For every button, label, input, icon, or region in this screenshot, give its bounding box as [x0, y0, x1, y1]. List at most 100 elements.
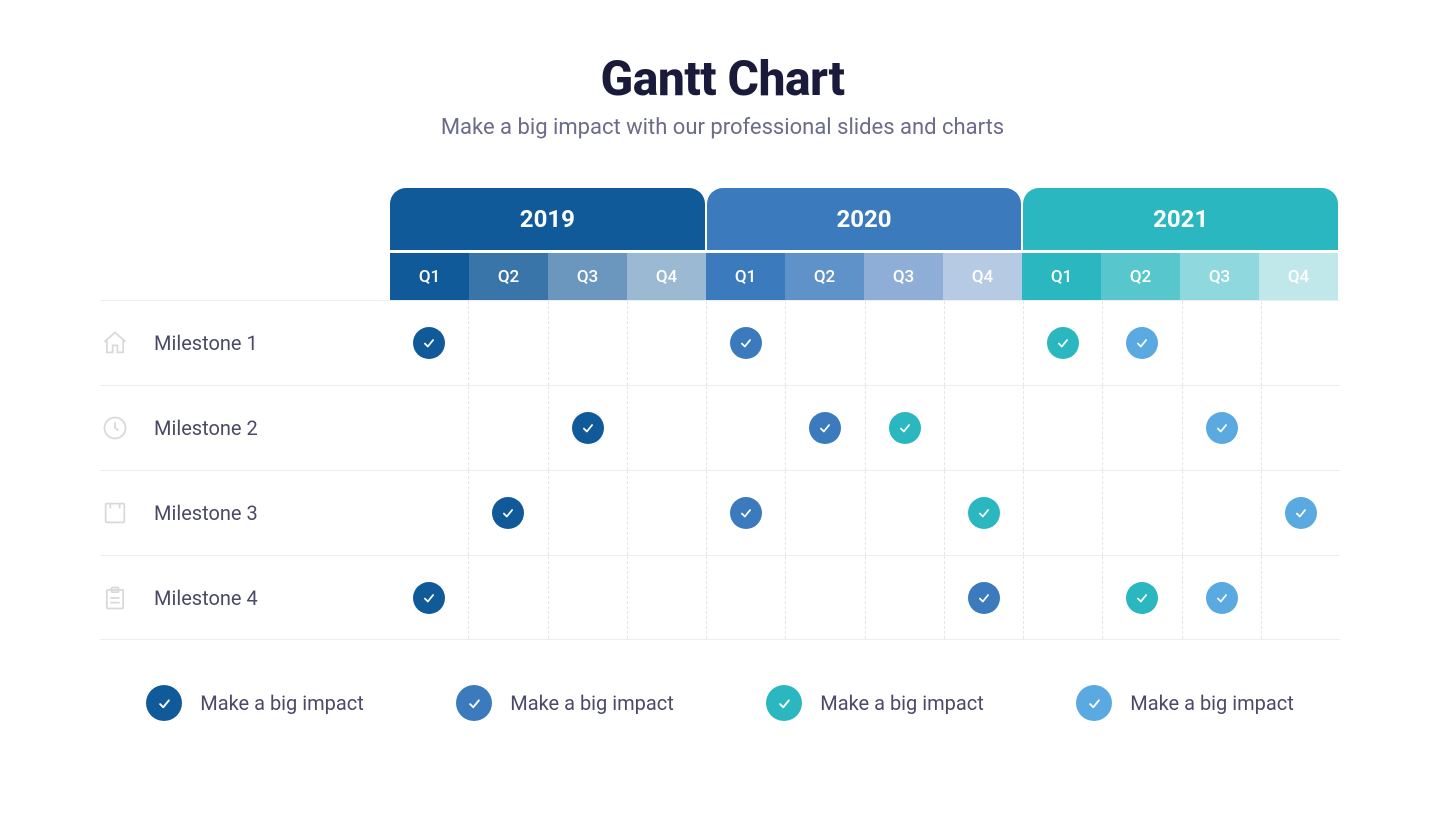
gantt-cell [1183, 471, 1262, 555]
check-dot [730, 327, 762, 359]
box-icon [100, 498, 130, 528]
quarter-header-cell: Q3 [548, 253, 627, 300]
legend-dot [1076, 685, 1112, 721]
gantt-cell [707, 471, 786, 555]
gantt-cell [390, 471, 469, 555]
year-tab: 2020 [707, 188, 1022, 250]
gantt-cell [1103, 471, 1182, 555]
gantt-cell [1024, 301, 1103, 385]
gantt-cell [628, 386, 707, 470]
check-dot [1126, 582, 1158, 614]
year-header-row: 201920202021 [390, 188, 1338, 250]
milestone-row: Milestone 3 [100, 470, 1340, 555]
gantt-cell [469, 386, 548, 470]
gantt-rows: Milestone 1 Milestone 2 Milestone 3 Milesto… [100, 300, 1340, 640]
milestone-label: Milestone 1 [154, 331, 258, 355]
quarter-header-cell: Q3 [864, 253, 943, 300]
check-dot [889, 412, 921, 444]
legend-label: Make a big impact [1130, 691, 1294, 715]
check-dot [1047, 327, 1079, 359]
gantt-cell [549, 301, 628, 385]
quarter-header-row: Q1Q2Q3Q4Q1Q2Q3Q4Q1Q2Q3Q4 [390, 250, 1338, 300]
milestone-label: Milestone 4 [154, 586, 258, 610]
gantt-cell [628, 556, 707, 639]
gantt-cell [866, 556, 945, 639]
check-dot [1285, 497, 1317, 529]
check-dot [492, 497, 524, 529]
milestone-row: Milestone 1 [100, 300, 1340, 385]
row-cells [390, 301, 1340, 385]
gantt-cell [945, 386, 1024, 470]
gantt-cell [1262, 556, 1340, 639]
gantt-cell [786, 556, 865, 639]
house-icon [100, 328, 130, 358]
row-cells [390, 556, 1340, 639]
page-title: Gantt Chart [0, 50, 1445, 107]
legend-label: Make a big impact [510, 691, 674, 715]
page-subtitle: Make a big impact with our professional … [0, 115, 1445, 140]
quarter-header-cell: Q4 [1259, 253, 1338, 300]
quarter-header-cell: Q2 [785, 253, 864, 300]
year-tab: 2021 [1023, 188, 1338, 250]
legend-dot [766, 685, 802, 721]
check-dot [1206, 582, 1238, 614]
milestone-row: Milestone 4 [100, 555, 1340, 640]
gantt-cell [390, 556, 469, 639]
legend: Make a big impact Make a big impact Make a… [100, 685, 1340, 721]
gantt-cell [469, 471, 548, 555]
gantt-cell [707, 301, 786, 385]
legend-item: Make a big impact [1076, 685, 1294, 721]
quarter-header-cell: Q1 [390, 253, 469, 300]
check-dot [1206, 412, 1238, 444]
gantt-cell [549, 471, 628, 555]
gantt-cell [786, 386, 865, 470]
quarter-header-cell: Q2 [1101, 253, 1180, 300]
gantt-cell [1024, 471, 1103, 555]
legend-dot [146, 685, 182, 721]
check-dot [1126, 327, 1158, 359]
legend-item: Make a big impact [766, 685, 984, 721]
gantt-cell [945, 556, 1024, 639]
gantt-cell [1103, 301, 1182, 385]
gantt-cell [1183, 386, 1262, 470]
gantt-cell [1183, 301, 1262, 385]
gantt-cell [866, 386, 945, 470]
gantt-cell [390, 386, 469, 470]
check-dot [968, 582, 1000, 614]
check-dot [809, 412, 841, 444]
row-label-area: Milestone 1 [100, 328, 390, 358]
gantt-cell [707, 556, 786, 639]
gantt-cell [1024, 386, 1103, 470]
gantt-cell [1103, 386, 1182, 470]
gantt-cell [469, 556, 548, 639]
quarter-header-cell: Q1 [1022, 253, 1101, 300]
gantt-chart: 201920202021 Q1Q2Q3Q4Q1Q2Q3Q4Q1Q2Q3Q4 Mi… [100, 188, 1340, 640]
quarter-header-cell: Q3 [1180, 253, 1259, 300]
quarter-header-cell: Q4 [943, 253, 1022, 300]
gantt-cell [945, 471, 1024, 555]
gantt-cell [866, 301, 945, 385]
legend-item: Make a big impact [456, 685, 674, 721]
legend-dot [456, 685, 492, 721]
gantt-cell [549, 386, 628, 470]
check-dot [413, 327, 445, 359]
milestone-label: Milestone 3 [154, 501, 258, 525]
clock-icon [100, 413, 130, 443]
quarter-header-cell: Q1 [706, 253, 785, 300]
gantt-cell [628, 301, 707, 385]
gantt-cell [1183, 556, 1262, 639]
gantt-cell [1024, 556, 1103, 639]
check-dot [968, 497, 1000, 529]
gantt-cell [786, 471, 865, 555]
row-label-area: Milestone 2 [100, 413, 390, 443]
row-label-area: Milestone 4 [100, 583, 390, 613]
gantt-chart-slide: Gantt Chart Make a big impact with our p… [0, 0, 1445, 814]
gantt-cell [707, 386, 786, 470]
check-dot [730, 497, 762, 529]
check-dot [572, 412, 604, 444]
legend-label: Make a big impact [200, 691, 364, 715]
quarter-header-cell: Q2 [469, 253, 548, 300]
gantt-cell [1262, 301, 1340, 385]
gantt-cell [628, 471, 707, 555]
gantt-cell [1103, 556, 1182, 639]
